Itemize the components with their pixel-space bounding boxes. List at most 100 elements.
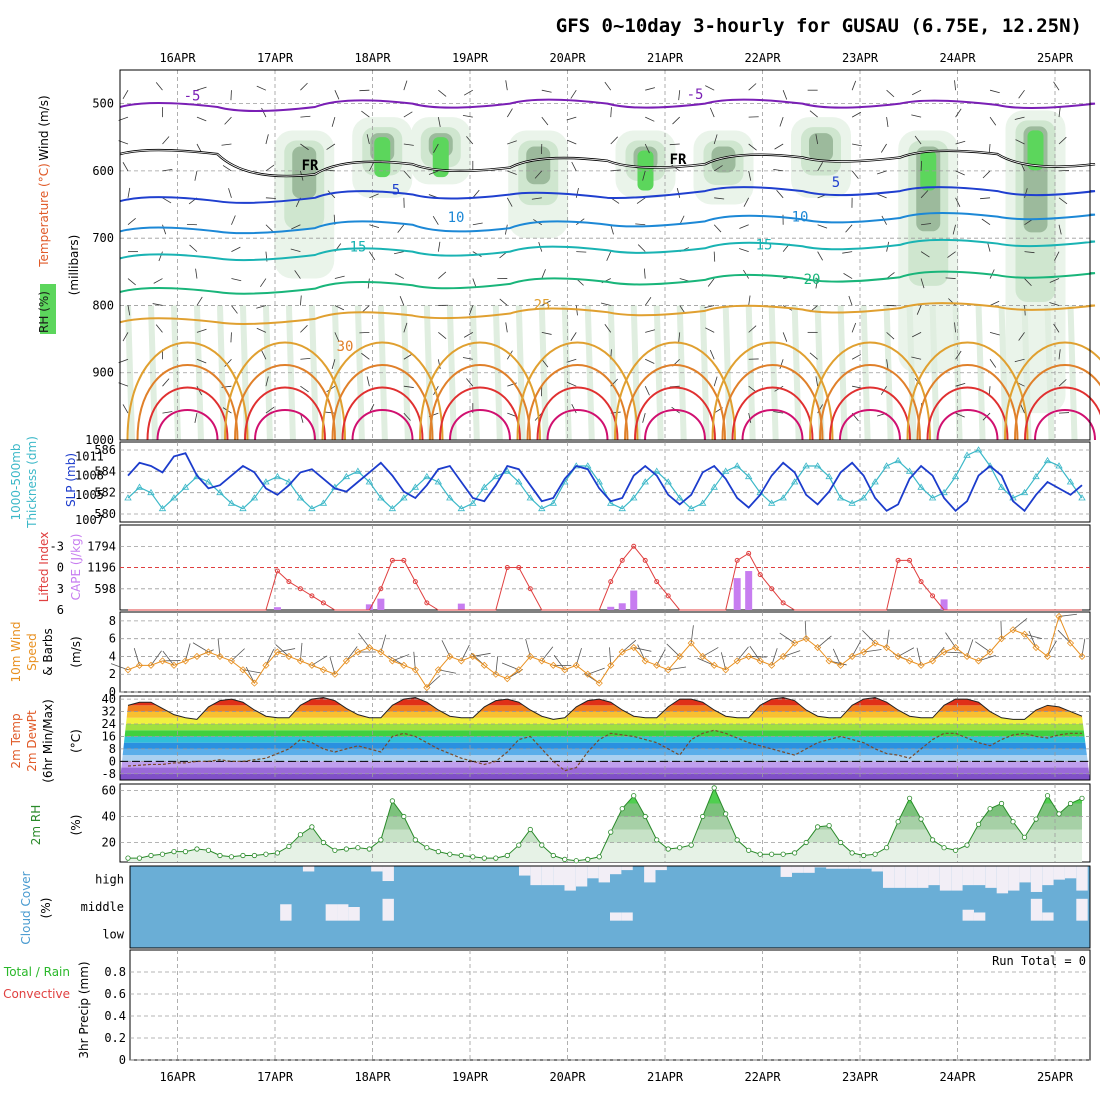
- wind-barb: [162, 224, 167, 235]
- cloud-high-bar: [962, 866, 974, 886]
- precip-label-2: Convective: [3, 987, 70, 1001]
- rh2m-marker: [286, 843, 292, 850]
- wind-barb: [1015, 139, 1025, 145]
- wind-barb: [155, 82, 163, 91]
- wind-speed-marker: [1009, 626, 1017, 634]
- wind-barb: [196, 385, 203, 396]
- wind-barb: [645, 87, 655, 91]
- rh2m-marker: [297, 832, 304, 838]
- wind-barb: [817, 224, 828, 229]
- wind-barb: [369, 161, 375, 172]
- rh-band-3: [809, 133, 833, 162]
- wind-barb: [245, 666, 255, 684]
- rh2m-marker: [998, 800, 1005, 807]
- top-date-label: 25APR: [1037, 51, 1074, 65]
- temp-tick-label: 16: [102, 729, 116, 743]
- wind-barb: [437, 117, 441, 127]
- wind-barb: [566, 381, 577, 387]
- wind-barb: [462, 357, 473, 360]
- wind-speed-marker: [653, 661, 661, 669]
- rh2m-marker: [1079, 795, 1085, 801]
- wind-speed-marker: [710, 661, 718, 669]
- wind-barb: [610, 107, 612, 118]
- rh2m-marker: [734, 837, 740, 843]
- temp-band: [120, 705, 1090, 712]
- wind-barb: [300, 143, 309, 151]
- wind-barb: [571, 403, 577, 414]
- rh2m-marker: [861, 852, 867, 859]
- rh2m-marker: [366, 846, 372, 852]
- wind-speed-marker: [457, 657, 465, 665]
- cloud-high-bar: [780, 866, 792, 877]
- wind-barb: [843, 273, 853, 279]
- wind-barb: [127, 278, 136, 286]
- wind-barb: [196, 116, 207, 122]
- wind-barb: [403, 170, 411, 179]
- lifted-index-marker: [516, 565, 522, 570]
- wind-barb: [1024, 278, 1032, 287]
- wind-speed-marker: [860, 648, 868, 656]
- isotherm-freezing-inner: [119, 149, 1096, 177]
- wind-barb: [196, 86, 207, 91]
- wind-barb: [531, 197, 542, 200]
- thickness-marker: [1043, 456, 1052, 464]
- wind-barb: [541, 89, 552, 93]
- rh2m-marker: [608, 829, 614, 835]
- bottom-date-label: 25APR: [1037, 1070, 1074, 1084]
- wind-barb: [438, 89, 447, 97]
- wind-speed-marker: [756, 657, 764, 665]
- wind-barb: [886, 332, 895, 340]
- panel-frame: [129, 949, 1091, 1061]
- wind-barb: [231, 648, 245, 662]
- rh2m-bands: [128, 787, 1082, 843]
- wind-barb: [989, 359, 997, 368]
- cloud-high-bar: [371, 866, 383, 872]
- wind-barb: [920, 278, 925, 289]
- rh2m-marker: [780, 851, 786, 857]
- wind-barb: [334, 275, 345, 279]
- wind-barb: [230, 332, 232, 343]
- wind-barb: [194, 170, 198, 181]
- cloud-high-bar: [302, 866, 315, 872]
- wind-barb: [397, 224, 405, 233]
- cloud-high-bar: [564, 866, 576, 891]
- warm-isotherm-loop: [224, 341, 346, 441]
- wind-barb: [334, 90, 340, 100]
- thickness-marker: [480, 483, 489, 490]
- cape-bar: [273, 607, 281, 610]
- wind-barb: [851, 170, 859, 179]
- cape-label: CAPE (J/kg): [69, 534, 83, 601]
- wind-barb: [748, 295, 751, 306]
- thickness-marker: [917, 483, 925, 490]
- warm-isotherm-loop: [234, 364, 336, 441]
- thickness-marker: [630, 494, 638, 501]
- wind-barb: [782, 332, 788, 342]
- wind-speed-line: [127, 614, 1083, 689]
- wind-speed-marker: [515, 666, 523, 674]
- contour-label: -5: [687, 87, 704, 103]
- wind-barb: [642, 170, 646, 181]
- wind-barb: [1054, 251, 1060, 261]
- wind-barb: [506, 108, 513, 118]
- thickness-marker: [538, 504, 546, 512]
- precip-tick-label: 0.6: [104, 987, 126, 1001]
- wind-barb: [499, 298, 508, 306]
- thickness-marker: [825, 472, 833, 480]
- wind-barb: [256, 85, 267, 91]
- warm-isotherm-loop: [809, 341, 931, 441]
- rh2m-marker: [918, 816, 924, 822]
- wind-barb: [815, 134, 819, 145]
- wind-barb: [231, 215, 236, 225]
- wind-barb: [1028, 630, 1037, 648]
- thickness-marker: [813, 462, 822, 469]
- upper-temp-label: Temperature (°C): [37, 163, 51, 268]
- wind-barb: [955, 350, 962, 360]
- thickness-marker: [446, 494, 454, 501]
- wind-barb: [975, 641, 991, 653]
- lifted-index-marker: [654, 579, 660, 585]
- wind-barb: [851, 354, 862, 360]
- rh2m-marker: [929, 837, 936, 843]
- cloud-high-bar: [814, 866, 827, 868]
- wind-barb: [637, 644, 646, 662]
- wind-barb: [645, 329, 655, 333]
